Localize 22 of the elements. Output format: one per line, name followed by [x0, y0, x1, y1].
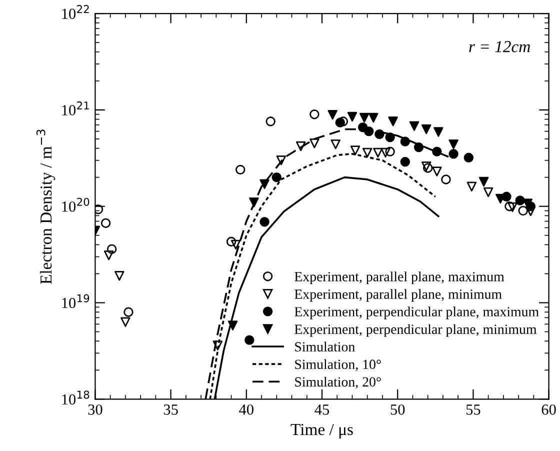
y-tick-label: 10$^{19}$ — [62, 294, 90, 308]
legend-label: Experiment, parallel plane, minimum — [294, 289, 502, 302]
legend-label: Experiment, perpendicular plane, maximum — [294, 306, 539, 320]
x-tick-label: 35 — [164, 404, 178, 415]
y-tick-label: 10$^{20}$ — [62, 198, 90, 212]
x-tick-label: 55 — [466, 404, 480, 415]
x-tick-label: 45 — [314, 404, 330, 415]
x-tick-label: 30 — [88, 404, 102, 415]
legend-label: Simulation, 10° — [295, 359, 381, 372]
x-tick-label: 40 — [239, 404, 254, 415]
x-tick-label: 50 — [390, 404, 405, 415]
legend-label: Simulation — [295, 342, 355, 352]
annotation: r = 12cm — [469, 41, 530, 52]
x-tick-label: 60 — [542, 404, 556, 415]
y-axis-title: Electron Density / m$^{−3}$ — [36, 130, 56, 284]
x-axis-title: Time / μs — [290, 424, 353, 439]
legend-label: Simulation, 20° — [295, 376, 381, 389]
y-tick-label: 10$^{21}$ — [62, 101, 89, 116]
legend-label: Experiment, parallel plane, maximum — [294, 272, 504, 284]
y-tick-label: 10$^{18}$ — [62, 390, 90, 405]
y-tick-label: 10$^{22}$ — [62, 5, 89, 19]
legend-label: Experiment, perpendicular plane, minimum — [294, 324, 537, 337]
